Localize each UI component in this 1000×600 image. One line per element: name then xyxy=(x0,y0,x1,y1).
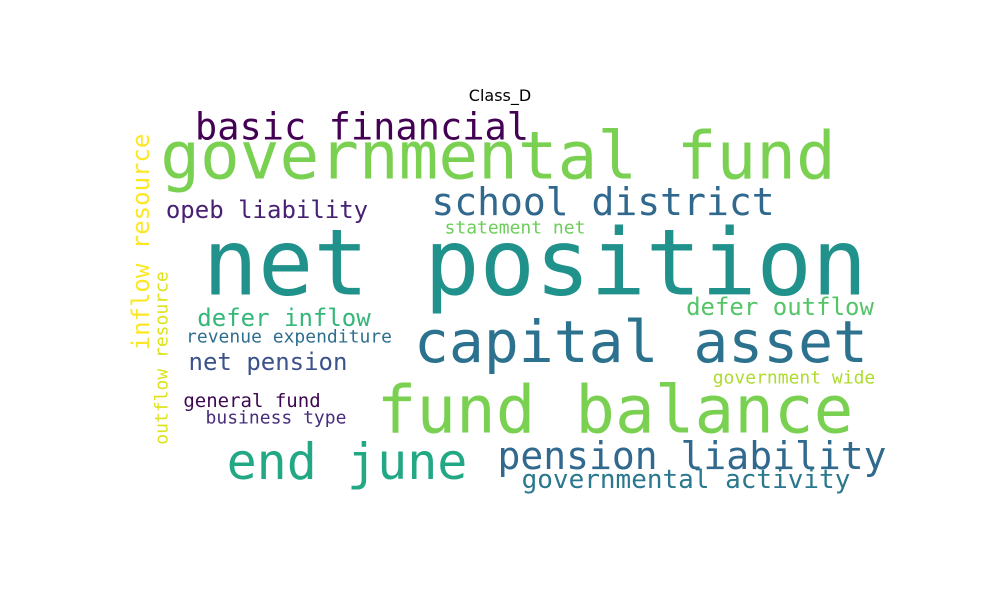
word-opeb-liability: opeb liability xyxy=(166,196,368,224)
word-net-pension: net pension xyxy=(189,348,348,376)
word-defer-inflow: defer inflow xyxy=(197,304,371,332)
word-capital-asset: capital asset xyxy=(414,308,868,376)
word-outflow-resource: outflow resource xyxy=(152,271,173,444)
word-government-wide: government wide xyxy=(713,368,876,389)
word-governmental-activity: governmental activity xyxy=(522,465,851,495)
word-statement-net: statement net xyxy=(445,218,586,239)
word-defer-outflow: defer outflow xyxy=(686,293,874,321)
word-net-position: net position xyxy=(203,210,868,317)
word-inflow-resource: inflow resource xyxy=(127,134,155,351)
chart-title: Class_D xyxy=(468,86,532,105)
word-end-june: end june xyxy=(227,433,468,491)
word-basic-financial: basic financial xyxy=(195,106,529,149)
word-revenue-expenditure: revenue expenditure xyxy=(186,327,392,348)
word-governmental-fund: governmental fund xyxy=(160,118,836,195)
word-general-fund: general fund xyxy=(183,390,320,412)
word-fund-balance: fund balance xyxy=(377,372,854,449)
word-pension-liability: pension liability xyxy=(498,434,887,478)
word-school-district: school district xyxy=(431,180,774,224)
word-business-type: business type xyxy=(206,408,347,429)
